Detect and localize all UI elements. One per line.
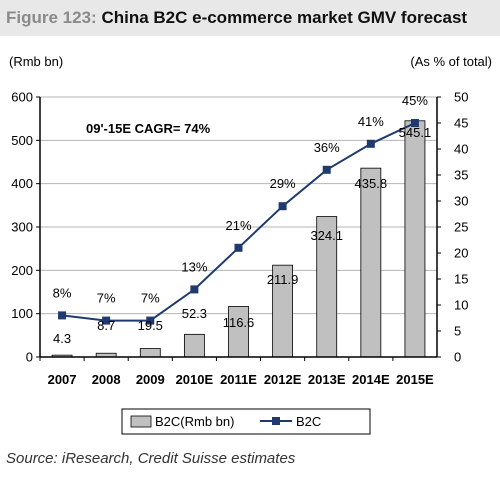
left-tick-label: 100 (11, 306, 33, 321)
left-tick-label: 200 (11, 263, 33, 278)
left-tick-label: 300 (11, 220, 33, 235)
bar-value-label: 116.6 (223, 315, 255, 330)
left-tick-label: 500 (11, 133, 33, 148)
line-point (234, 243, 243, 252)
x-tick-label: 2014E (352, 372, 390, 387)
right-tick-label: 40 (454, 142, 468, 157)
right-tick-label: 20 (454, 246, 468, 261)
left-tick-label: 400 (11, 176, 33, 191)
line-point (410, 119, 419, 127)
left-tick-label: 0 (26, 350, 33, 365)
right-tick-label: 50 (454, 90, 468, 105)
line-value-label: 8% (53, 285, 72, 300)
x-tick-label: 2013E (308, 372, 346, 387)
bar (404, 120, 426, 358)
bar-value-label: 324.1 (310, 228, 343, 243)
line-point (322, 165, 331, 174)
line-point (58, 311, 67, 320)
legend-line-label: B2C (296, 414, 321, 429)
right-tick-label: 10 (454, 298, 468, 313)
tick-labels: 0 100 200 300 400 500 600 0 5 10 15 20 25 30 35 40 45 50 2… (11, 90, 468, 388)
right-axis-label: (As % of total) (410, 54, 492, 69)
right-tick-label: 45 (454, 116, 468, 131)
x-tick-label: 2009 (136, 372, 165, 387)
figure-title-text: China B2C e-commerce market GMV forecast (101, 8, 468, 27)
bar-value-label: 8.7 (97, 318, 115, 333)
legend-frame (121, 408, 371, 435)
line-value-label: 36% (314, 140, 340, 155)
line-value-label: 45% (402, 93, 428, 108)
bar-value-label: 211.9 (267, 272, 299, 287)
line-point (278, 202, 287, 211)
x-tick-label: 2010E (176, 372, 214, 387)
line-value-label: 29% (270, 176, 296, 191)
bar-value-label: 545.1 (399, 125, 432, 140)
bar-value-label: 4.3 (53, 331, 71, 346)
cagr-annotation: 09'-15E CAGR= 74% (86, 121, 211, 136)
legend-line-marker (272, 417, 280, 425)
x-tick-label: 2015E (396, 372, 434, 387)
legend-bar-label: B2C(Rmb bn) (155, 414, 234, 429)
right-tick-label: 30 (454, 194, 468, 209)
right-tick-label: 35 (454, 168, 468, 183)
right-tick-label: 15 (454, 272, 468, 287)
bar (183, 333, 205, 358)
x-tick-label: 2011E (220, 372, 257, 387)
line-value-label: 21% (225, 218, 251, 233)
figure-number: Figure 123: (6, 8, 97, 27)
gmv-chart: 0 100 200 300 400 500 600 0 5 10 15 20 25 30 35 40 45 50 2… (9, 54, 492, 435)
x-tick-label: 2007 (48, 372, 77, 387)
bars (51, 120, 426, 358)
legend-bar-swatch (130, 415, 152, 428)
bar-value-label: 435.8 (355, 176, 388, 191)
line-point (146, 316, 155, 325)
line-point (366, 139, 375, 148)
right-tick-label: 5 (454, 324, 461, 339)
line-value-label: 7% (141, 291, 160, 306)
line-value-label: 13% (181, 259, 207, 274)
x-tick-label: 2012E (264, 372, 302, 387)
x-tick-label: 2008 (92, 372, 121, 387)
bar-value-label: 52.3 (182, 306, 207, 321)
right-tick-label: 0 (454, 350, 461, 365)
source-note: Source: iResearch, Credit Suisse estimat… (6, 450, 296, 467)
bar (139, 348, 161, 358)
data-labels: 4.3 8.7 19.5 52.3 116.6 211.9 324.1 435.8 545.1 8… (53, 93, 432, 346)
title-band (0, 0, 500, 36)
line-series (58, 119, 419, 325)
bar-value-label: 19.5 (138, 318, 163, 333)
line-point (102, 316, 111, 325)
figure-title: Figure 123: China B2C e-commerce market … (6, 6, 467, 30)
bar (360, 167, 382, 358)
line-value-label: 41% (358, 114, 384, 129)
legend: B2C(Rmb bn) B2C (121, 408, 371, 435)
left-tick-label: 600 (11, 90, 33, 105)
line-value-label: 7% (97, 291, 116, 306)
left-axis-label: (Rmb bn) (9, 54, 63, 69)
line-point (190, 285, 199, 294)
right-tick-label: 25 (454, 220, 468, 235)
